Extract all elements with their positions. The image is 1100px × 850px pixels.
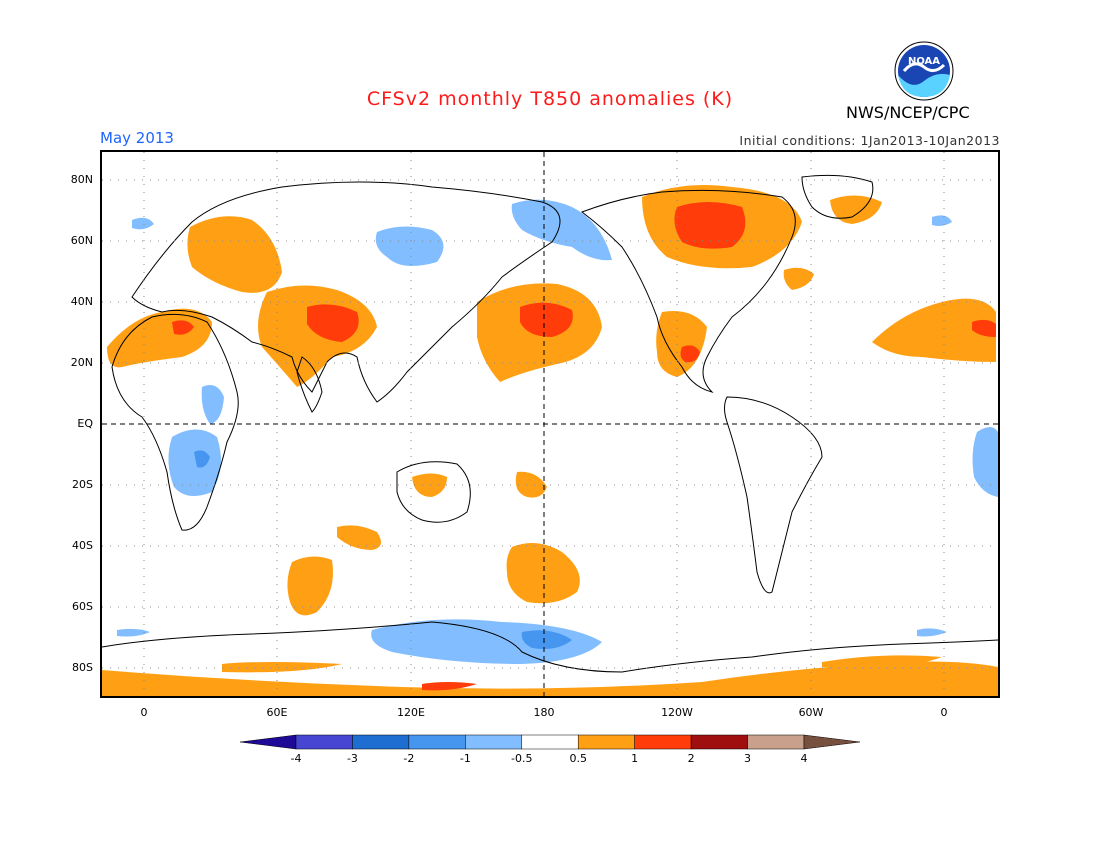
colorbar-swatch [352,734,410,750]
lat-label-60n: 60N [70,234,93,247]
cool-region-siberia [375,226,444,266]
strong-cool-anomalies [194,450,572,649]
coast-north-america [580,189,796,393]
colorbar-swatch [803,734,861,750]
coast-australia [396,461,471,523]
warm-region-antarctic-upper [222,662,342,673]
cool-region-bering [511,199,612,261]
cool-region-horn-africa [201,384,224,424]
strong-warm-canada [674,202,746,249]
map-canvas [102,152,998,696]
coast-india [296,356,323,413]
colorbar-segments [239,734,861,750]
cool-region-atlantic-ne [932,215,952,226]
lat-label-eq: EQ [77,417,93,430]
colorbar [239,734,861,754]
lat-label-40n: 40N [70,295,93,308]
lat-label-80s: 80S [72,661,93,674]
colorbar-tick-label: -0.5 [511,752,533,765]
warm-region-east-us [783,267,814,290]
lat-label-40s: 40S [72,539,93,552]
lon-label-60w: 60W [798,706,824,719]
chart-title: CFSv2 monthly T850 anomalies (K) [366,88,734,110]
strong-warm-north-africa [172,320,194,335]
initial-conditions: Initial conditions: 1Jan2013-10Jan2013 [739,133,1000,148]
warm-region-central-asia [258,285,377,387]
lon-label-0-left: 0 [140,706,148,719]
colorbar-swatch [690,734,748,750]
colorbar-swatch [577,734,635,750]
strong-warm-north-pacific [520,302,573,337]
colorbar-tick-label: -2 [403,752,415,765]
strong-warm-central-asia [307,304,359,342]
colorbar-tick-label: -4 [290,752,302,765]
cool-region-small-west [117,628,150,637]
noaa-logo: NOAA [894,41,954,105]
warm-region-indian-mid [337,525,381,550]
colorbar-swatch [239,734,297,750]
warm-region-australia [412,473,447,497]
strong-warm-mexico [680,345,700,363]
lon-label-120e: 120E [397,706,425,719]
colorbar-swatch [408,734,466,750]
cool-region-small-east [917,628,947,637]
warm-region-antarctic-right [822,655,942,669]
colorbar-tick-label: 0.5 [569,752,587,765]
lon-label-180: 180 [533,706,555,719]
colorbar-swatch [747,734,805,750]
coast-greenland [801,174,874,219]
colorbar-tick-label: 3 [744,752,752,765]
warm-region-new-zealand [515,471,547,498]
coast-south-america [724,396,823,594]
strong-cool-antarctic [521,630,572,649]
lon-label-120w: 120W [661,706,693,719]
lat-label-20n: 20N [70,356,93,369]
strong-cool-africa [194,450,210,468]
colorbar-swatch [521,734,579,750]
colorbar-tick-label: -3 [346,752,358,765]
lon-label-60e: 60E [266,706,288,719]
warm-region-west-africa-right [872,298,996,362]
cool-region-west-rightedge [972,427,998,497]
colorbar-tick-label: 2 [687,752,695,765]
coast-eurasia [131,181,561,403]
warm-region-south-indian [287,556,333,616]
warm-anomalies [102,184,998,696]
lat-label-20s: 20S [72,478,93,491]
anomaly-map [100,150,1000,698]
grid-lines [102,152,998,696]
colorbar-swatch [634,734,692,750]
colorbar-tick-label: -1 [459,752,471,765]
warm-region-south-pacific [506,543,580,604]
cool-region-atlantic-nw [132,217,154,230]
coast-antarctica [102,621,998,673]
colorbar-tick-label: 1 [631,752,639,765]
coast-africa [111,313,239,531]
strong-warm-west-africa [972,319,996,337]
strong-warm-anomalies [172,202,996,691]
cool-region-east-africa [168,429,221,496]
colorbar-swatch [295,734,353,750]
colorbar-tick-label: 4 [800,752,808,765]
coastlines [102,174,998,673]
agency-label: NWS/NCEP/CPC [846,103,970,122]
lat-label-80n: 80N [70,173,93,186]
warm-region-antarctic-band [102,661,998,696]
strong-warm-antarctic [422,682,477,691]
colorbar-swatch [465,734,523,750]
logo-text: NOAA [908,56,940,67]
warm-region-europe-russia [187,216,282,293]
forecast-month: May 2013 [100,129,174,147]
lat-label-60s: 60S [72,600,93,613]
lon-label-0-right: 0 [940,706,948,719]
warm-region-north-atlantic [830,195,882,224]
